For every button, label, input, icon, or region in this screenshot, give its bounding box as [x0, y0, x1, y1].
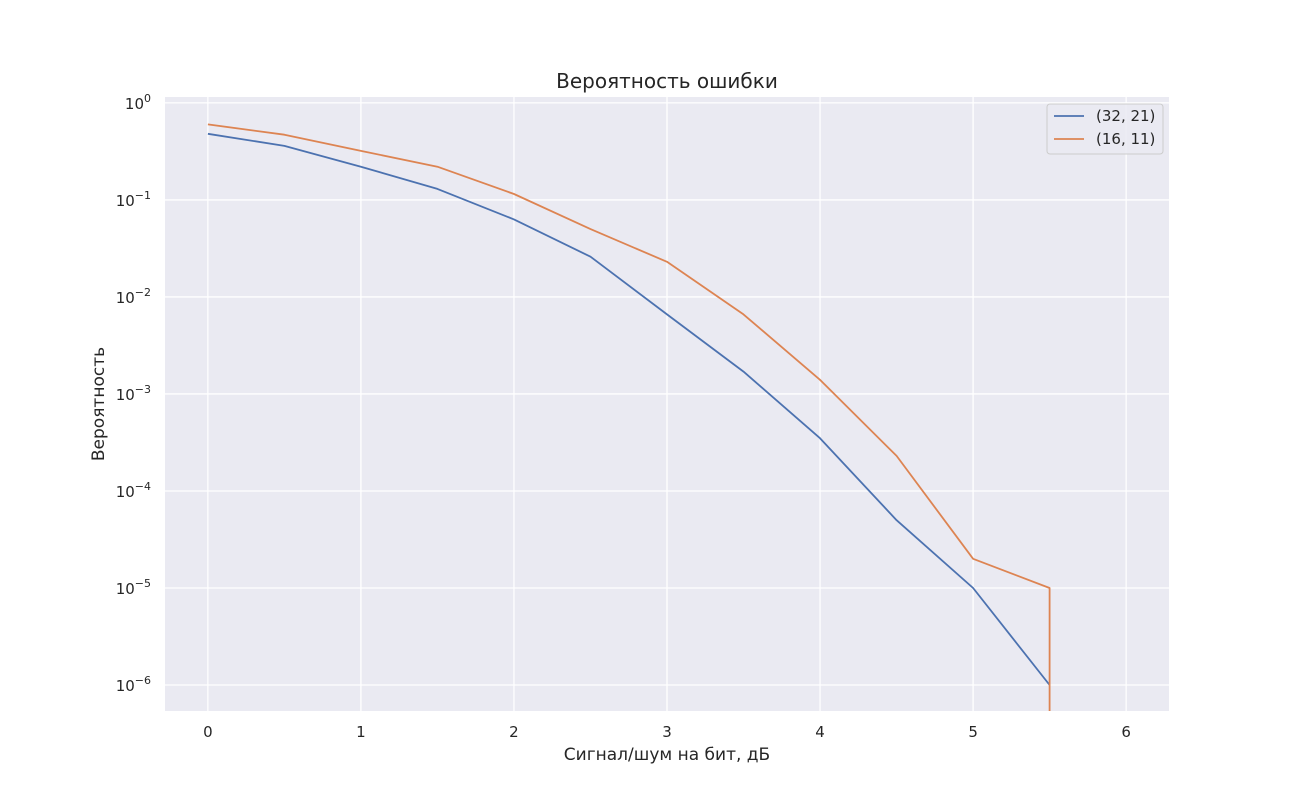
series-layer [207, 123, 1051, 711]
y-tick-label: 10−2 [116, 286, 151, 307]
y-tick-label: 10−5 [116, 577, 151, 598]
y-tick-label: 100 [125, 92, 151, 113]
series-line-1 [207, 132, 1051, 686]
series-line-2 [207, 123, 1051, 711]
x-tick-label: 1 [356, 723, 366, 741]
legend-label-1: (32, 21) [1096, 107, 1155, 125]
y-tick-label: 10−6 [116, 674, 151, 695]
y-tick-label: 10−3 [116, 383, 151, 404]
x-tick-label: 4 [815, 723, 825, 741]
grid [165, 97, 1169, 711]
x-tick-label: 2 [509, 723, 519, 741]
x-axis-title: Сигнал/шум на бит, дБ [564, 745, 770, 765]
x-tick-label: 6 [1121, 723, 1131, 741]
legend-label-2: (16, 11) [1096, 130, 1155, 148]
x-tick-label: 3 [662, 723, 672, 741]
x-tick-label: 5 [968, 723, 978, 741]
chart-title: Вероятность ошибки [556, 69, 778, 93]
y-tick-label: 10−4 [116, 480, 151, 501]
y-tick-label: 10−1 [116, 189, 151, 210]
x-tick-label: 0 [203, 723, 213, 741]
legend: (32, 21) (16, 11) [1046, 103, 1164, 155]
y-axis-title: Вероятность [89, 347, 109, 461]
tick-labels: 0 1 2 3 4 5 6 100 10−1 10−2 10−3 10−4 10−5 10−6 [116, 92, 1131, 741]
